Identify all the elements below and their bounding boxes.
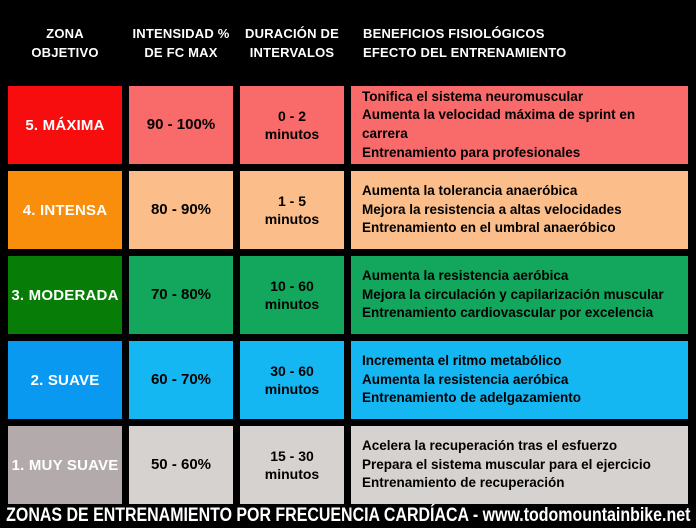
benefit-line: Mejora la circulación y capilarización m… (362, 286, 664, 302)
benefit-line: Prepara el sistema muscular para el ejer… (362, 456, 651, 472)
benefit-line: Acelera la recuperación tras el esfuerzo (362, 438, 618, 454)
header-line: BENEFICIOS FISIOLÓGICOS (363, 25, 545, 41)
header-line: INTERVALOS (249, 45, 335, 60)
header-line: OBJETIVO (31, 45, 99, 60)
benefit-line: Incrementa el ritmo metabólico (362, 353, 562, 369)
benefit-line: Entrenamiento en el umbral anaeróbico (362, 220, 616, 236)
zone-cell: 2. SUAVE (8, 341, 122, 419)
footer-title-text: ZONAS DE ENTRENAMIENTO POR FRECUENCIA CA… (5, 505, 691, 526)
zone-cell: 1. MUY SUAVE (8, 426, 122, 504)
intensity-value: 60 - 70% (150, 371, 212, 389)
benefit-line: Aumenta la resistencia aeróbica (362, 268, 569, 284)
benefit-line: Entrenamiento para profesionales (362, 144, 581, 160)
table-body: 5. MÁXIMA 90 - 100% 0 - 2 minutos Tonifi… (0, 86, 696, 504)
header-intensidad: INTENSIDAD % DE FC MAX (129, 24, 233, 63)
benefits-cell: Incrementa el ritmo metabólico Aumenta l… (351, 341, 688, 419)
intensity-value: 50 - 60% (150, 456, 212, 474)
intensity-cell: 70 - 80% (129, 256, 233, 334)
benefits-cell: Tonifica el sistema neuromuscular Aument… (351, 86, 688, 164)
zone-label: 5. MÁXIMA (25, 116, 105, 134)
benefit-line: Entrenamiento de recuperación (362, 475, 565, 491)
header-line: DURACIÓN DE (245, 25, 339, 41)
benefits-cell: Acelera la recuperación tras el esfuerzo… (351, 426, 688, 504)
zone-label: 1. MUY SUAVE (11, 456, 119, 474)
duration-range: 15 - 30 (270, 447, 314, 464)
benefit-line: Tonifica el sistema neuromuscular (362, 88, 584, 104)
duration-unit: minutos (264, 211, 320, 227)
duration-cell: 15 - 30 minutos (240, 426, 344, 504)
duration-unit: minutos (264, 126, 320, 142)
table-header-row: ZONA OBJETIVO INTENSIDAD % DE FC MAX DUR… (0, 0, 696, 86)
zone-label: 4. INTENSA (22, 201, 108, 219)
zone-label: 3. MODERADA (11, 286, 119, 304)
header-line: EFECTO DEL ENTRENAMIENTO (363, 45, 567, 60)
duration-unit: minutos (264, 466, 320, 482)
zone-cell: 5. MÁXIMA (8, 86, 122, 164)
duration-cell: 30 - 60 minutos (240, 341, 344, 419)
benefits-cell: Aumenta la resistencia aeróbica Mejora l… (351, 256, 688, 334)
header-duracion: DURACIÓN DE INTERVALOS (240, 24, 344, 63)
intensity-value: 90 - 100% (146, 116, 216, 134)
duration-range: 1 - 5 (277, 192, 306, 209)
zone-cell: 4. INTENSA (8, 171, 122, 249)
table-row-maxima: 5. MÁXIMA 90 - 100% 0 - 2 minutos Tonifi… (8, 86, 688, 164)
benefit-line: Aumenta la tolerancia anaeróbica (362, 183, 578, 199)
zone-label: 2. SUAVE (30, 371, 100, 389)
intensity-value: 80 - 90% (150, 201, 212, 219)
footer-title: ZONAS DE ENTRENAMIENTO POR FRECUENCIA CA… (0, 504, 696, 528)
benefit-line: Entrenamiento de adelgazamiento (362, 390, 582, 406)
header-beneficios: BENEFICIOS FISIOLÓGICOS EFECTO DEL ENTRE… (351, 24, 688, 63)
zone-cell: 3. MODERADA (8, 256, 122, 334)
duration-cell: 1 - 5 minutos (240, 171, 344, 249)
benefit-line: Mejora la resistencia a altas velocidade… (362, 201, 622, 217)
duration-range: 10 - 60 (270, 277, 314, 294)
duration-range: 0 - 2 (277, 107, 306, 124)
intensity-cell: 90 - 100% (129, 86, 233, 164)
header-line: ZONA (46, 25, 84, 41)
benefit-line: Aumenta la velocidad máxima de sprint en… (362, 107, 636, 141)
table-row-muy-suave: 1. MUY SUAVE 50 - 60% 15 - 30 minutos Ac… (8, 426, 688, 504)
header-line: DE FC MAX (144, 45, 218, 60)
duration-range: 30 - 60 (270, 362, 314, 379)
header-zona-objetivo: ZONA OBJETIVO (8, 24, 122, 63)
duration-cell: 10 - 60 minutos (240, 256, 344, 334)
duration-unit: minutos (264, 381, 320, 397)
intensity-value: 70 - 80% (150, 286, 212, 304)
intensity-cell: 80 - 90% (129, 171, 233, 249)
table-row-suave: 2. SUAVE 60 - 70% 30 - 60 minutos Increm… (8, 341, 688, 419)
duration-cell: 0 - 2 minutos (240, 86, 344, 164)
table-row-intensa: 4. INTENSA 80 - 90% 1 - 5 minutos Aument… (8, 171, 688, 249)
header-line: INTENSIDAD % (132, 25, 230, 41)
intensity-cell: 60 - 70% (129, 341, 233, 419)
duration-unit: minutos (264, 296, 320, 312)
benefit-line: Aumenta la resistencia aeróbica (362, 371, 569, 387)
table-row-moderada: 3. MODERADA 70 - 80% 10 - 60 minutos Aum… (8, 256, 688, 334)
benefit-line: Entrenamiento cardiovascular por excelen… (362, 305, 654, 321)
benefits-cell: Aumenta la tolerancia anaeróbica Mejora … (351, 171, 688, 249)
intensity-cell: 50 - 60% (129, 426, 233, 504)
